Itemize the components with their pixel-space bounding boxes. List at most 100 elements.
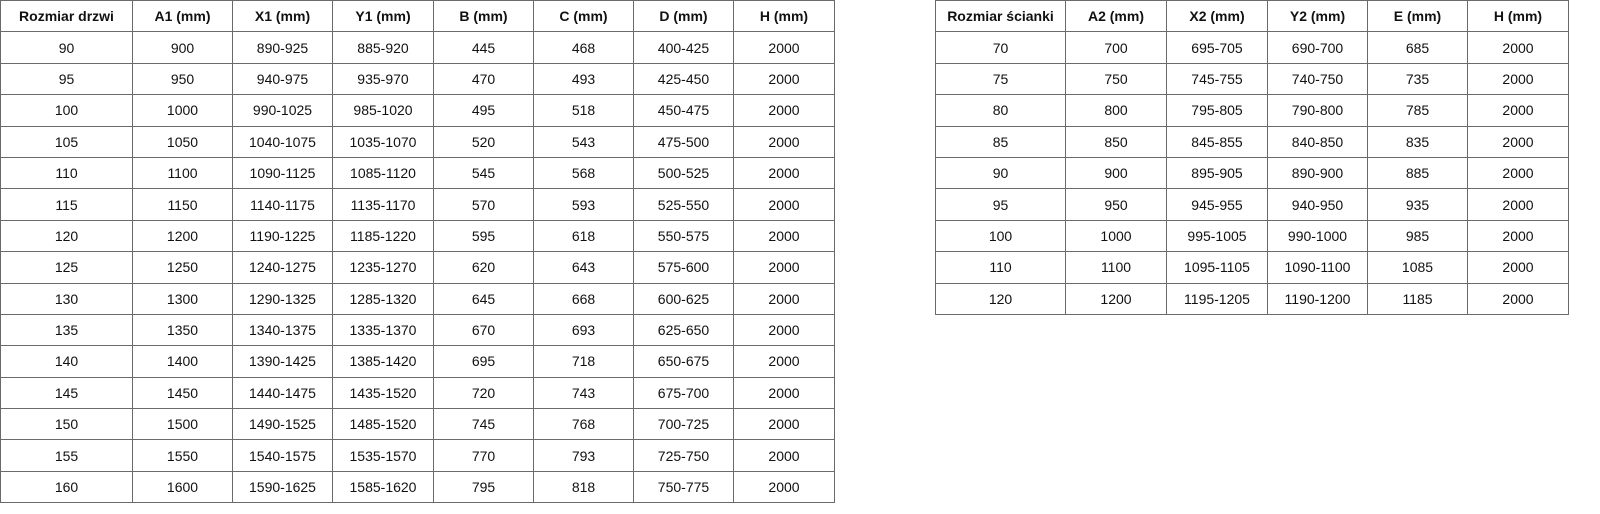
table-row: 120 1200 1195-1205 1190-1200 1185 2000 — [935, 282, 1569, 315]
table-cell: 1090-1125 — [232, 156, 333, 190]
table-row: 75 750 745-755 740-750 735 2000 — [935, 62, 1569, 96]
table-cell: 493 — [533, 62, 634, 96]
table-row: 85 850 845-855 840-850 835 2000 — [935, 125, 1569, 158]
table-cell: 1500 — [132, 408, 233, 441]
table-cell: 2000 — [733, 313, 835, 347]
table-cell: 468 — [533, 31, 634, 64]
table-cell: 2000 — [733, 345, 835, 378]
table-cell: 575-600 — [633, 251, 734, 284]
table-cell: 1550 — [132, 439, 233, 472]
table-cell: 1535-1570 — [332, 439, 434, 472]
table-cell: 400-425 — [633, 31, 734, 64]
table-cell: 500-525 — [633, 156, 734, 190]
table-cell: 685 — [1367, 31, 1468, 64]
table-cell: 693 — [533, 313, 634, 347]
table-cell: 700 — [1065, 31, 1167, 64]
table-row: 155 1550 1540-1575 1535-1570 770 793 725-750 20… — [0, 439, 835, 472]
table-cell: 1190-1225 — [232, 219, 333, 253]
wall-size-table: Rozmiar ścianki A2 (mm) X2 (mm) Y2 (mm) E (m… — [935, 0, 1569, 315]
table-cell: 520 — [433, 125, 534, 158]
table-cell: 2000 — [733, 219, 835, 253]
table-cell: 985-1020 — [332, 94, 434, 127]
table-cell: 1185-1220 — [332, 219, 434, 253]
table-cell: 1235-1270 — [332, 251, 434, 284]
table-cell: 1440-1475 — [232, 376, 333, 410]
table-cell: 2000 — [1467, 251, 1569, 284]
column-header: Y1 (mm) — [332, 0, 434, 33]
table-cell: 100 — [0, 94, 133, 127]
column-header: E (mm) — [1367, 0, 1468, 33]
table-cell: 1185 — [1367, 282, 1468, 315]
table-cell: 750-775 — [633, 470, 734, 504]
table-cell: 593 — [533, 188, 634, 221]
table-cell: 950 — [1065, 188, 1167, 221]
table-cell: 120 — [0, 219, 133, 253]
table-cell: 790-800 — [1267, 94, 1368, 127]
table-cell: 1090-1100 — [1267, 251, 1368, 284]
table-cell: 2000 — [1467, 156, 1569, 190]
table-cell: 120 — [935, 282, 1066, 315]
table-cell: 1095-1105 — [1166, 251, 1268, 284]
table-row: 110 1100 1095-1105 1090-1100 1085 2000 — [935, 251, 1569, 284]
table-cell: 785 — [1367, 94, 1468, 127]
table-cell: 1085-1120 — [332, 156, 434, 190]
table-cell: 2000 — [733, 62, 835, 96]
table-cell: 840-850 — [1267, 125, 1368, 158]
column-header: H (mm) — [1467, 0, 1569, 33]
table-cell: 850 — [1065, 125, 1167, 158]
table-cell: 935 — [1367, 188, 1468, 221]
table-row: 105 1050 1040-1075 1035-1070 520 543 475-500 20… — [0, 125, 835, 158]
table-cell: 990-1000 — [1267, 219, 1368, 253]
table-cell: 1600 — [132, 470, 233, 504]
table-cell: 2000 — [733, 251, 835, 284]
table-row: 95 950 940-975 935-970 470 493 425-450 2000 — [0, 62, 835, 96]
table-row: 90 900 890-925 885-920 445 468 400-425 2000 — [0, 31, 835, 64]
table-cell: 995-1005 — [1166, 219, 1268, 253]
table-cell: 720 — [433, 376, 534, 410]
table-cell: 2000 — [1467, 31, 1569, 64]
table-cell: 740-750 — [1267, 62, 1368, 96]
table-cell: 743 — [533, 376, 634, 410]
table-cell: 445 — [433, 31, 534, 64]
table-cell: 718 — [533, 345, 634, 378]
table-row: 100 1000 995-1005 990-1000 985 2000 — [935, 219, 1569, 253]
table-cell: 450-475 — [633, 94, 734, 127]
table-cell: 1150 — [132, 188, 233, 221]
table-cell: 643 — [533, 251, 634, 284]
table-cell: 940-950 — [1267, 188, 1368, 221]
table-cell: 1585-1620 — [332, 470, 434, 504]
column-header: Rozmiar ścianki — [935, 0, 1066, 33]
table-cell: 1450 — [132, 376, 233, 410]
table-cell: 550-575 — [633, 219, 734, 253]
table-cell: 895-905 — [1166, 156, 1268, 190]
table-cell: 675-700 — [633, 376, 734, 410]
table-cell: 1485-1520 — [332, 408, 434, 441]
table-row: 110 1100 1090-1125 1085-1120 545 568 500-525 20… — [0, 156, 835, 190]
table-cell: 600-625 — [633, 282, 734, 315]
table-cell: 115 — [0, 188, 133, 221]
table-cell: 1085 — [1367, 251, 1468, 284]
table-row: 115 1150 1140-1175 1135-1170 570 593 525-550 20… — [0, 188, 835, 221]
table-cell: 90 — [0, 31, 133, 64]
table-cell: 568 — [533, 156, 634, 190]
table-cell: 900 — [1065, 156, 1167, 190]
table-cell: 518 — [533, 94, 634, 127]
table-cell: 1340-1375 — [232, 313, 333, 347]
table-cell: 1290-1325 — [232, 282, 333, 315]
table-cell: 990-1025 — [232, 94, 333, 127]
table-cell: 160 — [0, 470, 133, 504]
table-cell: 2000 — [1467, 94, 1569, 127]
header-row: Rozmiar ścianki A2 (mm) X2 (mm) Y2 (mm) E (m… — [935, 0, 1569, 33]
table-cell: 700-725 — [633, 408, 734, 441]
table-cell: 950 — [132, 62, 233, 96]
table-cell: 1100 — [132, 156, 233, 190]
table-cell: 885 — [1367, 156, 1468, 190]
table-cell: 1040-1075 — [232, 125, 333, 158]
table-cell: 725-750 — [633, 439, 734, 472]
table-cell: 1285-1320 — [332, 282, 434, 315]
table-cell: 885-920 — [332, 31, 434, 64]
table-cell: 620 — [433, 251, 534, 284]
table-cell: 985 — [1367, 219, 1468, 253]
table-cell: 645 — [433, 282, 534, 315]
table-cell: 2000 — [733, 282, 835, 315]
